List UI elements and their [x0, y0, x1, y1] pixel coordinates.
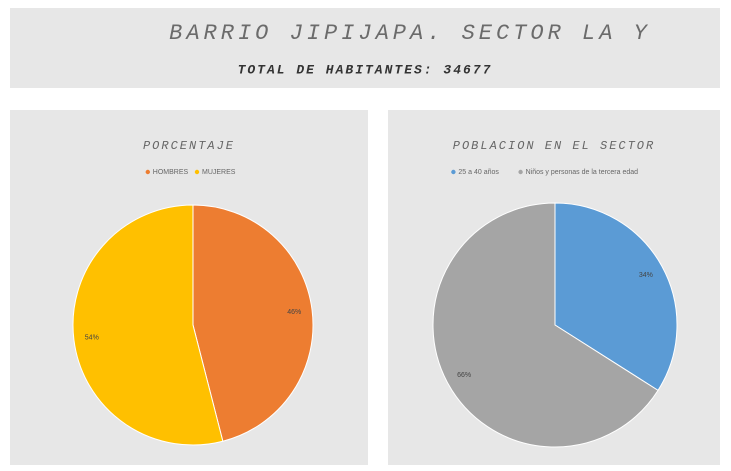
legend-swatch — [518, 169, 523, 175]
value-label: 54% — [85, 335, 99, 342]
legend-swatch — [194, 169, 200, 175]
value-label: 34% — [639, 272, 653, 279]
legend-swatch — [145, 169, 150, 175]
header-panel — [10, 8, 720, 88]
value-label: 66% — [457, 372, 471, 379]
legend-swatch — [451, 169, 456, 175]
header-subtitle: TOTAL DE HABITANTES: 34677 — [238, 62, 493, 77]
legend-label: Niños y personas de la tercera edad — [526, 169, 639, 176]
value-label: 46% — [287, 309, 301, 316]
chart-title: POBLACION EN EL SECTOR — [453, 139, 655, 153]
header-title: BARRIO JIPIJAPA. SECTOR LA Y — [169, 21, 651, 46]
legend-label: MUJERES — [202, 169, 236, 176]
legend-label: 25 a 40 años — [458, 169, 499, 176]
legend-label: HOMBRES — [153, 169, 189, 176]
pie-slice — [192, 204, 314, 442]
pie-slice — [554, 202, 678, 392]
chart-title: PORCENTAJE — [143, 139, 235, 153]
pie-slice — [432, 202, 659, 448]
pie-slice — [72, 204, 224, 446]
